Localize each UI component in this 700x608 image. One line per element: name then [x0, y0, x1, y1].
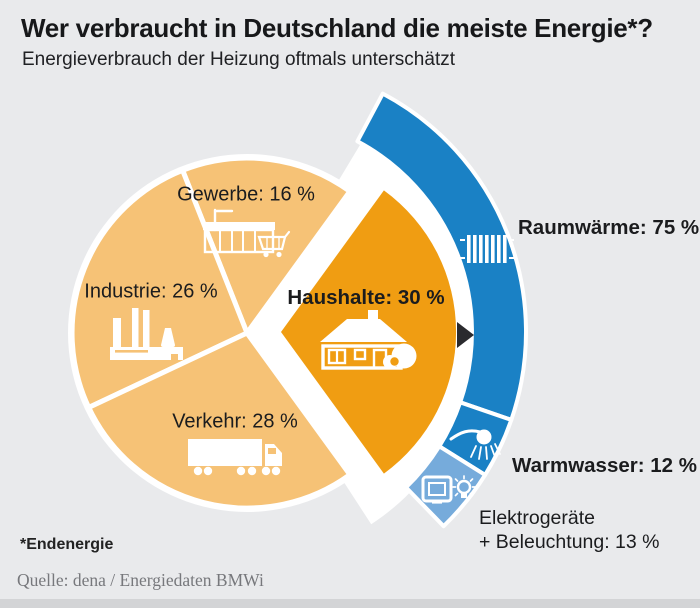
- slice-label-haushalte: Haushalte: 30 %: [287, 286, 445, 309]
- bottom-strip: [0, 599, 700, 608]
- segment-label-raumwaerme: Raumwärme: 75 %: [518, 216, 700, 239]
- footnote: *Endenergie: [20, 536, 114, 553]
- radiator-icon: [460, 235, 514, 263]
- pie-slice-gewerbe: [180, 155, 353, 336]
- segment-label-warmwasser: Warmwasser: 12 %: [512, 454, 697, 477]
- lightbulb-icon: [452, 475, 476, 498]
- truck-icon: [188, 439, 282, 476]
- source-credit: Quelle: dena / Energiedaten BMWi: [17, 570, 264, 590]
- pie-slice-verkehr: [86, 330, 353, 511]
- tv-icon: [421, 475, 453, 504]
- house-icon: [320, 310, 417, 370]
- slice-label-verkehr: Verkehr: 28 %: [172, 410, 298, 433]
- slice-label-gewerbe: Gewerbe: 16 %: [177, 183, 315, 206]
- page-subtitle: Energieverbrauch der Heizung oftmals unt…: [22, 49, 456, 70]
- segment-label-elektro: Elektrogeräte + Beleuchtung: 13 %: [479, 506, 660, 554]
- shower-icon: [449, 429, 501, 460]
- shop-icon: [203, 208, 291, 258]
- segment-label-elektro-line2: + Beleuchtung: 13 %: [479, 531, 660, 554]
- page-title: Wer verbraucht in Deutschland die meiste…: [21, 13, 653, 43]
- factory-icon: [110, 308, 183, 360]
- segment-label-elektro-line1: Elektrogeräte: [479, 507, 595, 529]
- slice-label-industrie: Industrie: 26 %: [84, 280, 218, 303]
- arrow-icon: [457, 322, 474, 348]
